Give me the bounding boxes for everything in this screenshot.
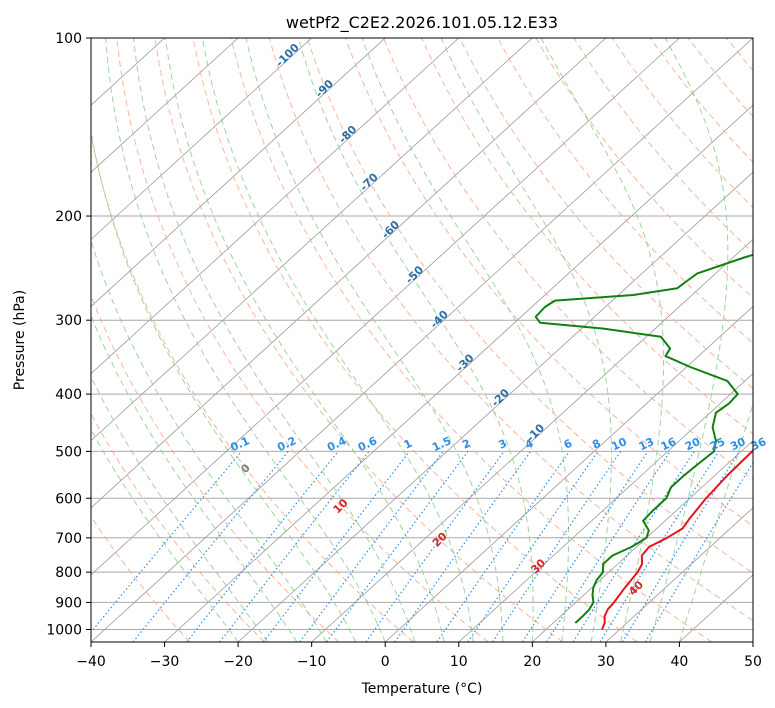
mixing-ratio-label: 10: [609, 435, 629, 453]
isotherm-line: [384, 305, 753, 642]
moist-adiabat-line: [91, 375, 268, 642]
mixing-ratio-label: 25: [708, 435, 727, 453]
y-tick-label: 700: [55, 531, 82, 547]
mixing-ratio-line: [299, 451, 444, 642]
x-tick-label: 10: [450, 654, 468, 670]
x-tick-label: 40: [671, 654, 689, 670]
dry-adiabat-line: [91, 132, 414, 642]
moist-adiabat-line: [440, 38, 612, 642]
isotherm-line: [164, 104, 753, 642]
series-layer: [534, 253, 753, 630]
mixing-ratio-line: [326, 451, 469, 642]
temperature-profile-line: [601, 448, 753, 630]
y-tick-label: 900: [55, 595, 82, 611]
y-tick-label: 400: [55, 387, 82, 403]
moist-adiabat-line: [133, 38, 416, 642]
moist-adiabat-line: [201, 38, 474, 642]
isotherm-line: [91, 38, 386, 307]
mixing-ratio-label: 20: [683, 435, 703, 453]
isotherm-line: [91, 38, 239, 173]
moist-adiabat-line: [164, 38, 445, 642]
moist-adiabat-line: [91, 428, 239, 642]
moist-adiabat-line: [245, 38, 504, 642]
isotherm-line: [91, 38, 460, 375]
x-tick-label: 30: [597, 654, 615, 670]
moist-adiabat-line: [91, 239, 327, 642]
mixing-ratio-line: [467, 451, 599, 642]
x-tick-label: 0: [381, 654, 390, 670]
mixing-ratio-label: 16: [659, 435, 679, 453]
isotherm-line: [605, 507, 753, 642]
mixing-ratio-label: 36: [749, 435, 769, 453]
y-tick-label: 500: [55, 444, 82, 460]
moist-adiabat-line: [649, 38, 729, 642]
y-tick-label: 200: [55, 209, 82, 225]
moist-adiabat-line: [91, 314, 298, 642]
y-tick-label: 300: [55, 313, 82, 329]
mixing-ratio-line: [186, 451, 339, 642]
mixing-ratio-line: [436, 451, 570, 642]
mixing-ratio-line: [132, 451, 289, 642]
isotherm-line: [91, 38, 753, 642]
dry-adiabat-line: [116, 38, 489, 642]
y-tick-label: 600: [55, 491, 82, 507]
plot-frame: [90, 37, 754, 643]
dry-adiabat-line: [91, 412, 265, 642]
mixing-ratio-line: [365, 451, 505, 642]
y-axis-label: Pressure (hPa): [12, 290, 28, 390]
x-tick-label: −40: [76, 654, 106, 670]
y-tick-label: 1000: [46, 622, 82, 638]
mixing-ratio-line: [521, 451, 649, 642]
isotherm-line: [311, 238, 753, 642]
x-tick-label: −10: [297, 654, 327, 670]
moist-adiabat-line: [540, 38, 665, 642]
isotherm-line: [458, 373, 753, 642]
y-tick-label: 100: [55, 31, 82, 47]
dewpoint-profile-line: [534, 253, 753, 624]
x-tick-label: 50: [744, 654, 762, 670]
moist-adiabat-line: [105, 38, 386, 642]
mixing-ratio-line: [492, 451, 622, 642]
y-tick-label: 800: [55, 565, 82, 581]
moist-adiabat-line: [297, 38, 534, 642]
chart-title: wetPf2_C2E2.2026.101.05.12.E33: [286, 13, 558, 33]
moist-adiabat-line: [91, 128, 357, 642]
isotherm-line: [91, 38, 607, 509]
dry-adiabat-line: [344, 38, 753, 527]
x-tick-label: −20: [223, 654, 253, 670]
moist-adiabat-line: [361, 38, 570, 642]
mixing-ratio-line: [263, 451, 410, 642]
dry-adiabat-line: [154, 38, 563, 642]
dry-adiabat-line: [91, 515, 191, 642]
isotherm-line: [237, 171, 753, 642]
dry-adiabat-line: [268, 38, 753, 622]
dry-adiabat-line: [230, 38, 713, 642]
isotherm-line: [91, 38, 680, 576]
isotherm-line: [91, 38, 312, 240]
mixing-ratio-line: [546, 451, 671, 642]
dry-adiabat-line: [306, 38, 753, 574]
x-tick-label: −30: [150, 654, 180, 670]
mixing-ratio-line: [394, 451, 532, 642]
axes-layer: −40 −30 −20 −10 0 10 20 30 40 50 100 200 300 400 500 60…: [46, 31, 762, 670]
dry-adiabat-line: [192, 38, 638, 642]
isotherm-line: [91, 38, 533, 442]
mixing-ratio-line: [91, 451, 242, 633]
mixing-ratio-line: [599, 451, 720, 642]
x-tick-label: 20: [523, 654, 541, 670]
background-lines: [91, 38, 753, 642]
mixing-ratio-label: 30: [728, 435, 748, 453]
moist-adiabat-line: [678, 402, 753, 642]
mixing-ratio-line: [622, 451, 740, 642]
mixing-ratio-label: 13: [637, 435, 656, 453]
x-axis-label: Temperature (°C): [361, 681, 483, 697]
